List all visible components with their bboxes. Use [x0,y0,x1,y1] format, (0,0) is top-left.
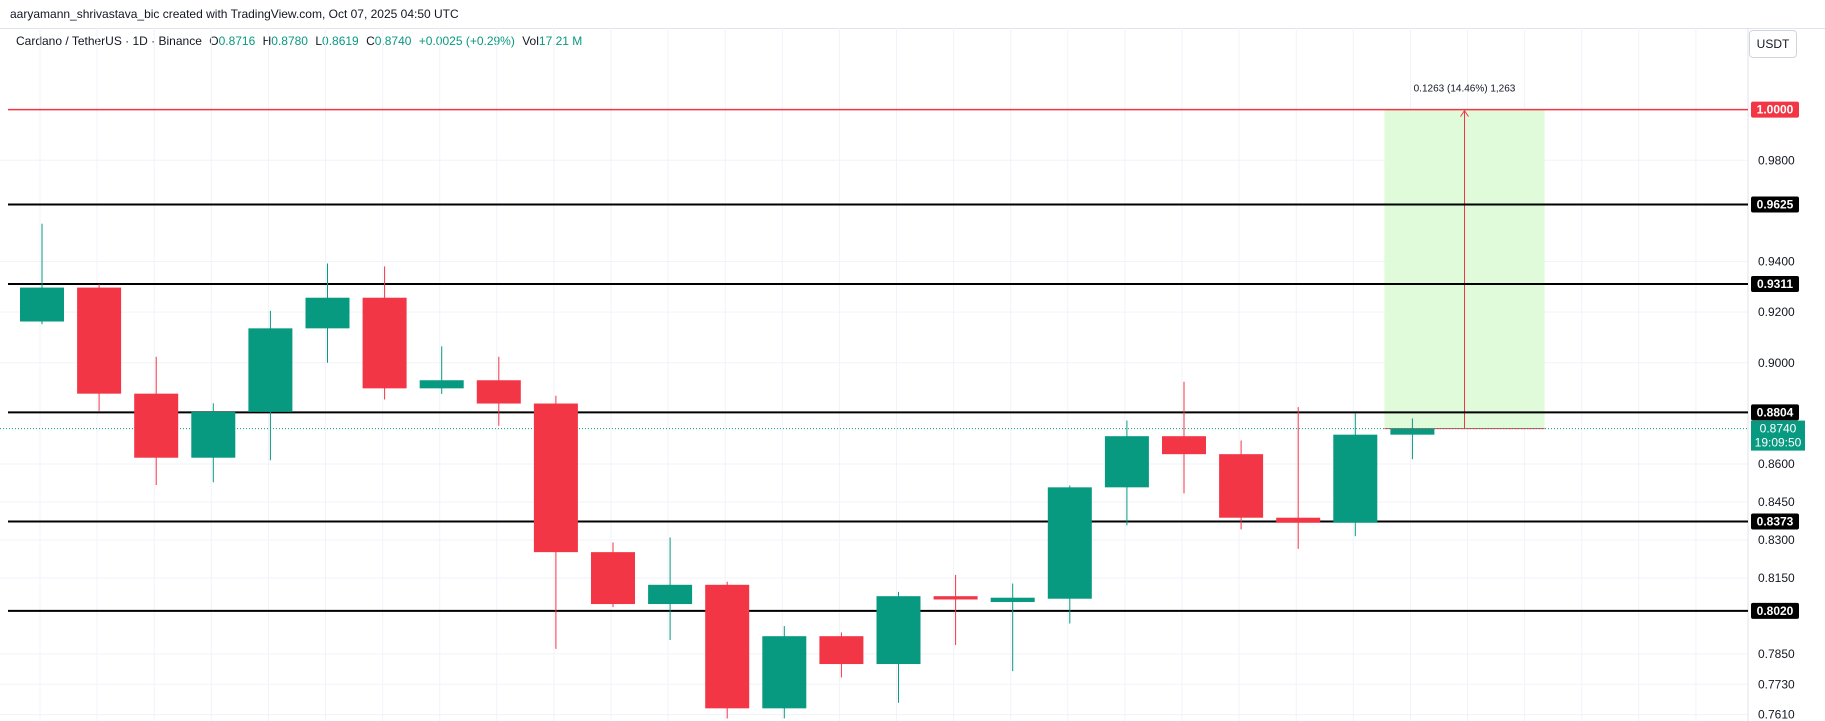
candle [1219,440,1264,530]
change-value: +0.0025 (+0.29%) [418,34,515,48]
candle [876,591,921,703]
currency-unit-button[interactable]: USDT [1749,30,1797,58]
tick-label: 0.7850 [1758,647,1795,661]
candle [191,403,236,483]
projection-box: 0.1263 (14.46%) 1,263 [1384,84,1545,430]
candle-body [819,636,864,665]
candle-body [134,393,179,458]
candle-body [762,636,807,709]
candlesticks [20,223,1435,719]
candle [933,574,978,646]
low-label: L [315,34,323,48]
candle [134,356,179,486]
tick-label: 0.7610 [1758,708,1795,721]
level-tag-label: 1.0000 [1757,103,1794,117]
projection-arrowhead [1460,109,1469,117]
candle-body [1047,487,1092,599]
countdown-label: 19:09:50 [1755,436,1802,450]
level-tag-label: 0.8373 [1757,515,1794,529]
level-tag [1751,513,1799,530]
candle-body [1390,428,1435,435]
level-tag-label: 0.9311 [1757,277,1793,291]
candle-body [705,584,750,709]
price-axis: 0.9800 0.9400 0.9200 0.9000 0.8600 0.8450 0.83… [1751,101,1805,721]
candle-body [1333,434,1378,523]
candle-body [1104,436,1149,488]
candle-body [1162,436,1206,455]
level-lines [0,108,1748,612]
tick-label: 0.8600 [1758,457,1795,471]
tick-label: 0.8300 [1758,533,1795,547]
level-tag [1751,276,1799,293]
level-tag-label: 0.8020 [1757,604,1794,618]
candle [591,542,635,608]
candle [362,266,407,400]
candle-body [591,552,635,605]
low-value: 0.8619 [322,34,359,48]
open-value: 0.8716 [218,34,256,48]
candle-body [1276,517,1321,523]
tick-label: 0.9800 [1758,153,1795,167]
candle [1333,413,1378,537]
chart-header: aaryamann_shrivastava_bic created with T… [0,0,1825,29]
tick-label: 0.8450 [1758,495,1795,509]
level-tag [1751,404,1799,421]
vol-label: Vol [522,34,539,48]
candle [1104,420,1149,526]
candle-body [248,328,293,412]
candle [476,356,521,426]
candle [305,263,350,363]
candle-body [191,411,236,458]
candle [1047,485,1092,624]
candle-body [476,380,521,404]
projection-label: 0.1263 (14.46%) 1,263 [1414,84,1516,95]
price-chart[interactable]: 0.1263 (14.46%) 1,263 0.9800 0.9400 0.9200… [0,28,1825,721]
candle [533,395,578,649]
candle [762,626,807,719]
candle [1390,418,1435,460]
candle [1162,381,1206,494]
last-price-tag [1751,420,1805,451]
candle-body [933,596,978,600]
candle-body [20,287,64,322]
tick-label: 0.9400 [1758,255,1795,269]
high-label: H [262,34,272,48]
open-label: O [209,34,219,48]
candle-body [648,584,693,605]
close-value: 0.8740 [374,34,412,48]
level-tag [1751,196,1799,213]
candle [990,583,1035,672]
candle [819,632,864,678]
tick-label: 0.9000 [1758,356,1795,370]
tick-label: 0.8150 [1758,571,1795,585]
symbol-legend: Cardano / TetherUS · 1D · Binance O0.871… [16,34,582,48]
candle [20,223,64,325]
candle [419,346,464,394]
level-tag-label: 0.9625 [1757,198,1794,212]
candle-body [77,287,122,394]
candle-body [1219,454,1264,518]
candle-body [305,297,350,329]
candle [705,581,750,719]
level-tag [1751,101,1799,118]
candle-body [990,597,1035,603]
candle [1276,407,1321,549]
last-price-label: 0.8740 [1760,422,1797,436]
candle-body [876,596,921,665]
candle [648,537,693,640]
tick-label: 0.7730 [1758,677,1795,691]
vol-value: 17.21 M [538,34,583,48]
level-tag [1751,602,1799,619]
attribution-text: aaryamann_shrivastava_bic created with T… [10,7,459,21]
close-label: C [366,34,375,48]
tick-label: 0.9200 [1758,305,1795,319]
candle-body [419,380,464,389]
symbol-name[interactable]: Cardano / TetherUS · 1D · Binance [16,34,202,48]
candle [248,310,293,461]
level-tag-label: 0.8804 [1757,405,1794,419]
candle-body [362,297,407,389]
high-value: 0.8780 [271,34,308,48]
candle [77,284,122,411]
candle-body [533,403,578,553]
